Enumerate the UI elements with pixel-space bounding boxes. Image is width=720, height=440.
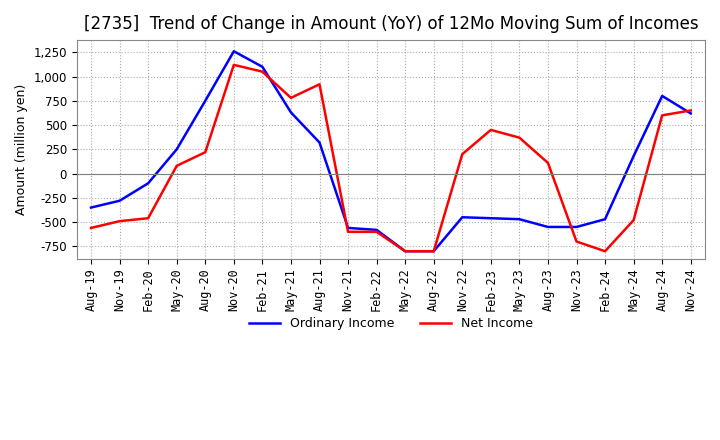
- Ordinary Income: [201, 98, 210, 103]
- Net Income: [686, 108, 695, 113]
- Ordinary Income: [629, 154, 638, 159]
- Ordinary Income: [315, 140, 324, 145]
- Title: [2735]  Trend of Change in Amount (YoY) of 12Mo Moving Sum of Incomes: [2735] Trend of Change in Amount (YoY) o…: [84, 15, 698, 33]
- Legend: Ordinary Income, Net Income: Ordinary Income, Net Income: [244, 312, 538, 335]
- Net Income: [544, 160, 552, 165]
- Net Income: [515, 135, 523, 140]
- Net Income: [600, 249, 609, 254]
- Net Income: [343, 229, 352, 235]
- Y-axis label: Amount (million yen): Amount (million yen): [15, 84, 28, 215]
- Net Income: [487, 127, 495, 132]
- Net Income: [458, 151, 467, 157]
- Net Income: [115, 219, 124, 224]
- Ordinary Income: [658, 93, 667, 99]
- Net Income: [315, 82, 324, 87]
- Net Income: [572, 239, 581, 244]
- Ordinary Income: [343, 225, 352, 231]
- Ordinary Income: [572, 224, 581, 230]
- Net Income: [372, 229, 381, 235]
- Ordinary Income: [429, 249, 438, 254]
- Ordinary Income: [115, 198, 124, 203]
- Net Income: [258, 69, 266, 74]
- Ordinary Income: [230, 49, 238, 54]
- Ordinary Income: [258, 64, 266, 70]
- Net Income: [230, 62, 238, 67]
- Ordinary Income: [487, 216, 495, 221]
- Ordinary Income: [144, 181, 153, 186]
- Net Income: [429, 249, 438, 254]
- Net Income: [86, 225, 95, 231]
- Net Income: [401, 249, 410, 254]
- Ordinary Income: [544, 224, 552, 230]
- Net Income: [629, 217, 638, 223]
- Ordinary Income: [515, 216, 523, 222]
- Line: Net Income: Net Income: [91, 65, 690, 251]
- Net Income: [144, 216, 153, 221]
- Ordinary Income: [372, 227, 381, 232]
- Line: Ordinary Income: Ordinary Income: [91, 51, 690, 251]
- Net Income: [172, 163, 181, 169]
- Ordinary Income: [287, 110, 295, 115]
- Net Income: [201, 150, 210, 155]
- Ordinary Income: [401, 249, 410, 254]
- Net Income: [658, 113, 667, 118]
- Ordinary Income: [172, 147, 181, 152]
- Ordinary Income: [458, 215, 467, 220]
- Ordinary Income: [600, 216, 609, 222]
- Ordinary Income: [86, 205, 95, 210]
- Net Income: [287, 95, 295, 100]
- Ordinary Income: [686, 111, 695, 116]
